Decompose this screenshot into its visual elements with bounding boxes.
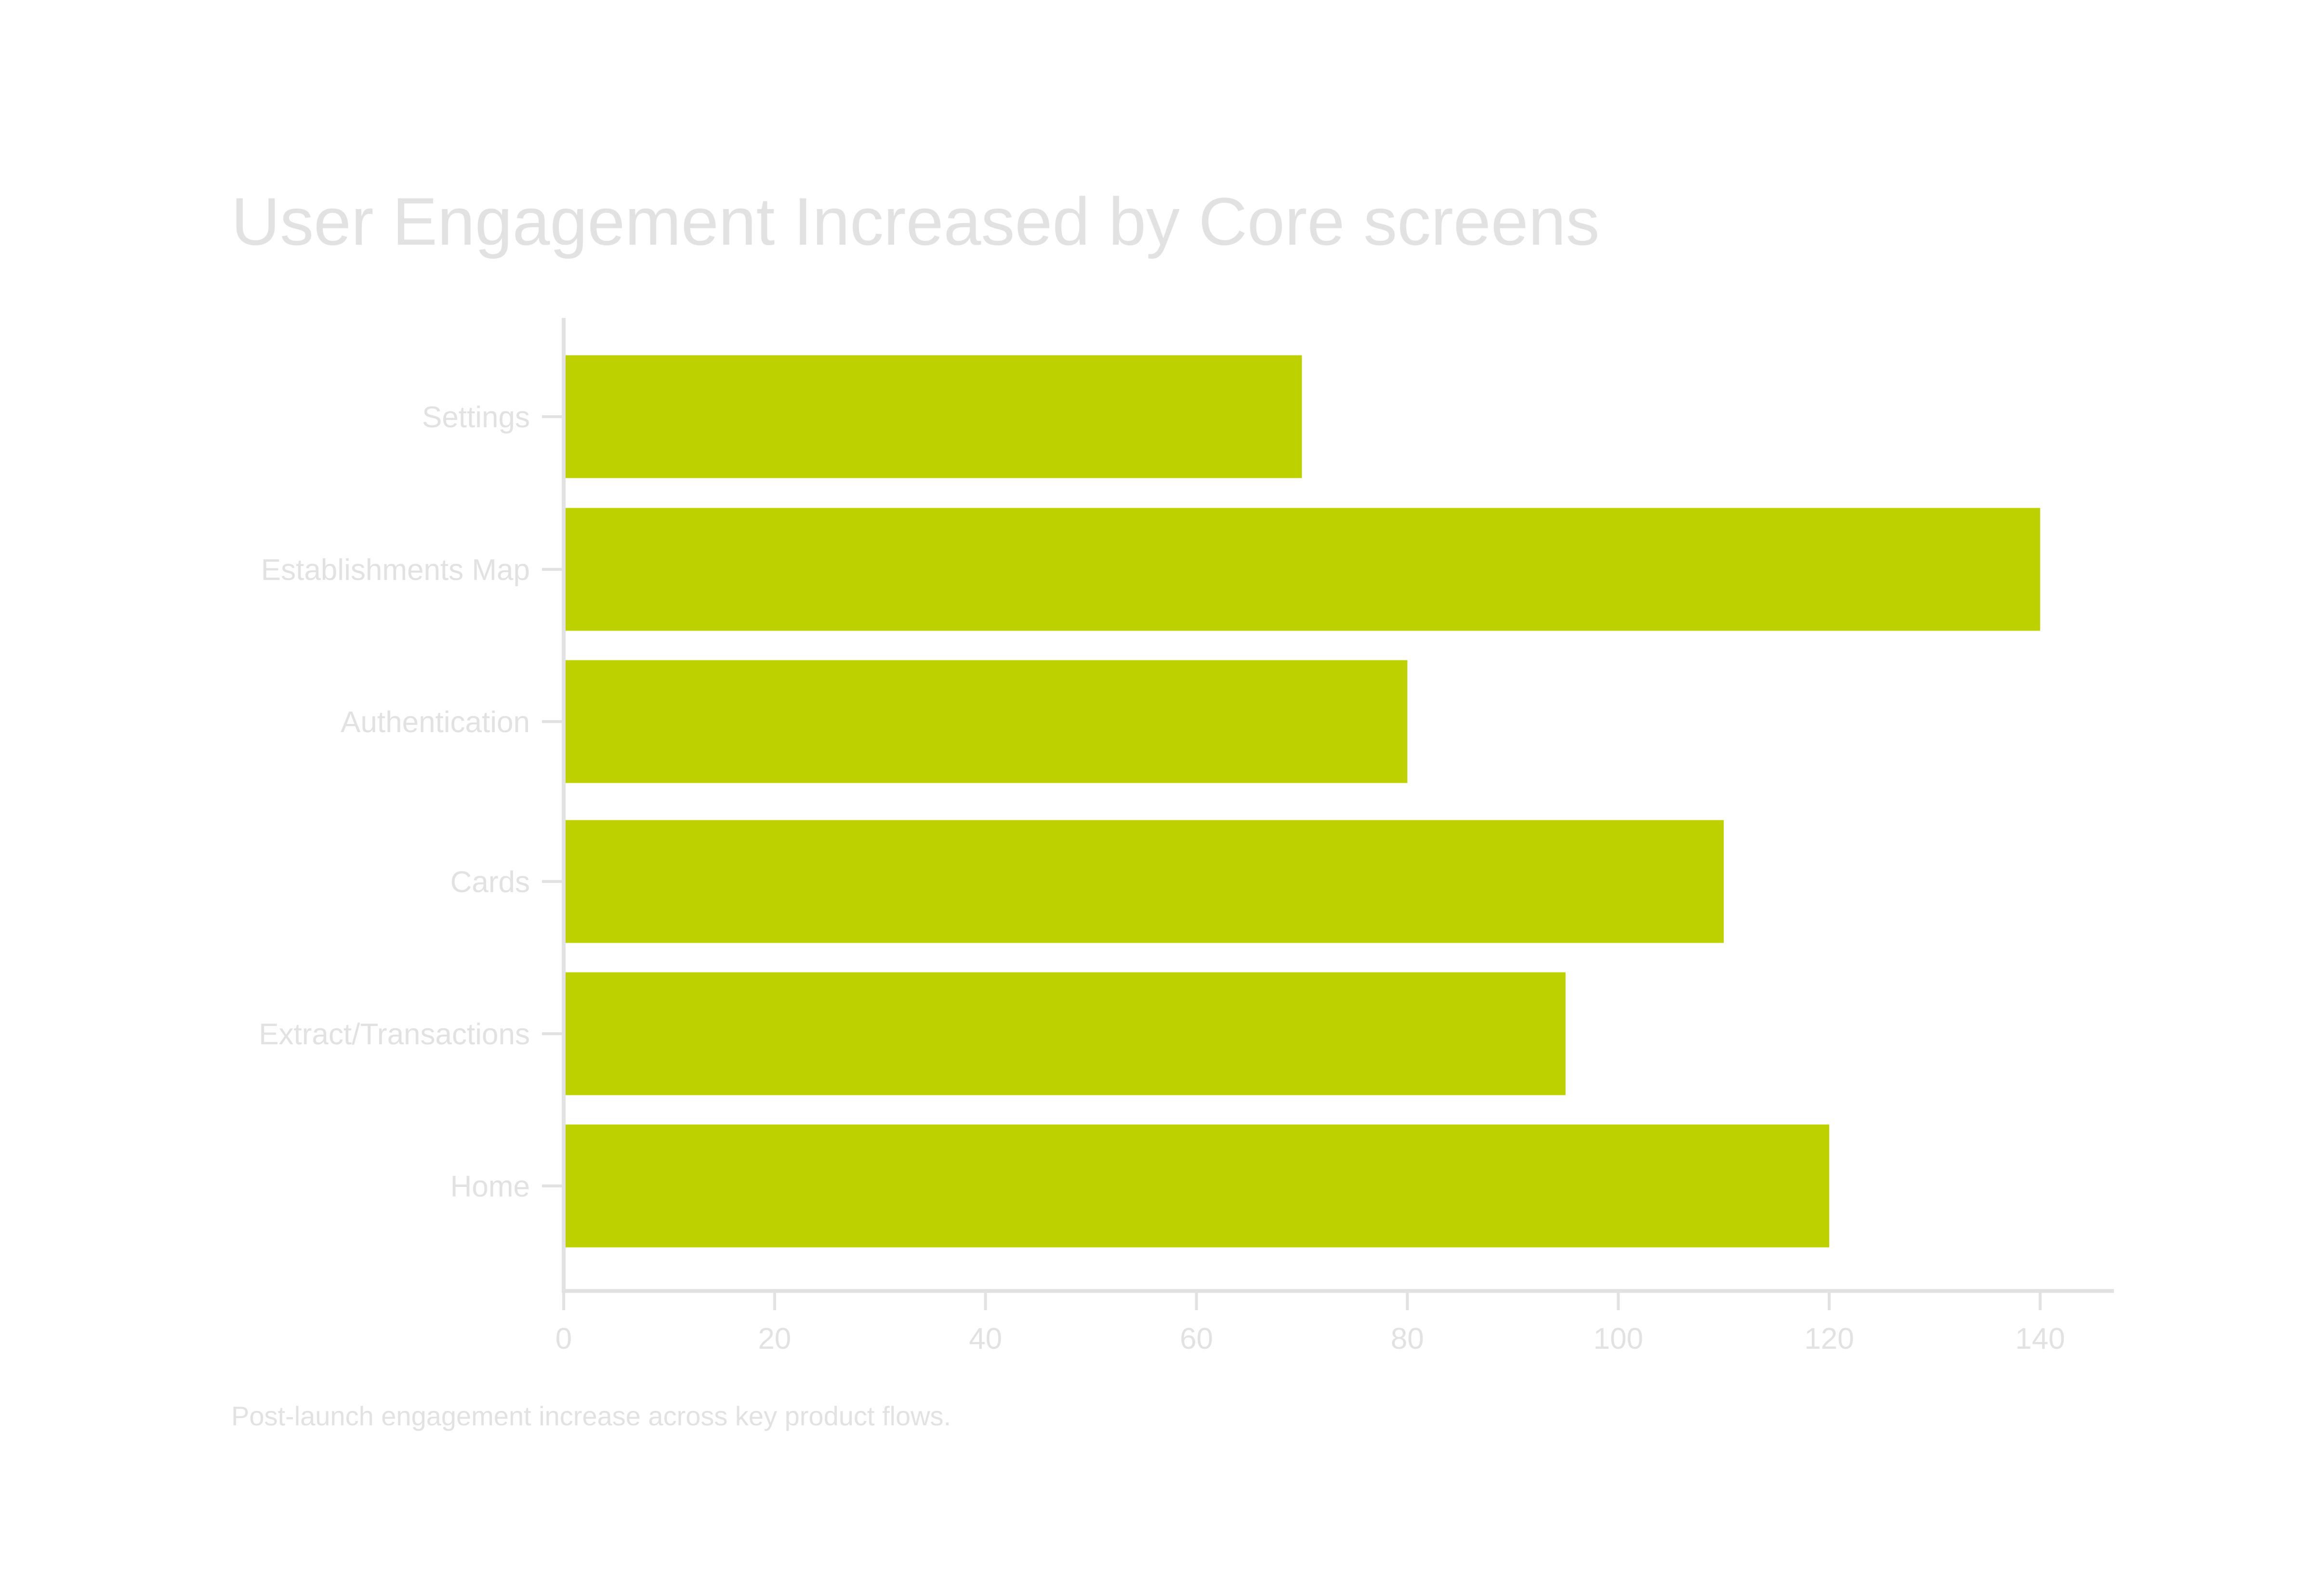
x-tick-label: 20: [758, 1322, 791, 1355]
y-tick-label: Authentication: [341, 706, 530, 739]
y-tick-label: Cards: [450, 866, 530, 899]
x-tick-label: 60: [1180, 1322, 1213, 1355]
bar-authentication: [566, 660, 1408, 783]
x-tick-label: 100: [1593, 1322, 1643, 1355]
y-tick-label: Extract/Transactions: [259, 1018, 530, 1051]
y-tick-label: Establishments Map: [261, 553, 530, 587]
bar-establishments-map: [566, 508, 2040, 631]
bar-home: [566, 1124, 1829, 1248]
bar-settings: [566, 355, 1302, 478]
y-tick-label: Settings: [422, 401, 530, 434]
bar-cards: [566, 820, 1724, 943]
y-tick-label: Home: [450, 1170, 530, 1203]
x-tick-label: 120: [1804, 1322, 1854, 1355]
x-tick-label: 140: [2015, 1322, 2065, 1355]
x-tick-label: 0: [555, 1322, 572, 1355]
x-tick-label: 80: [1391, 1322, 1424, 1355]
chart-title: User Engagement Increased by Core screen…: [231, 184, 1600, 259]
chart-caption: Post-launch engagement increase across k…: [231, 1401, 951, 1431]
x-tick-label: 40: [969, 1322, 1002, 1355]
bar-extract-transactions: [566, 972, 1566, 1095]
